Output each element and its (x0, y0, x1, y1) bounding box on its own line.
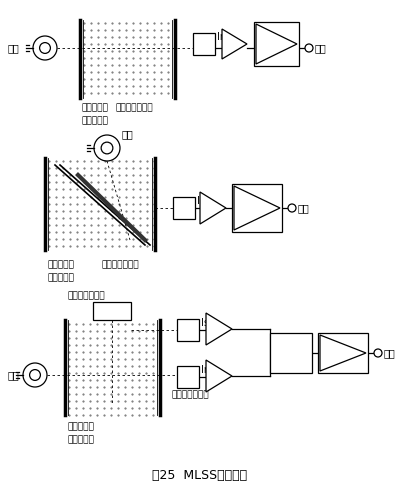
Text: 出力: 出力 (384, 348, 396, 358)
Polygon shape (222, 29, 247, 59)
Text: 汚泥混合液: 汚泥混合液 (67, 435, 94, 444)
Text: 出力: 出力 (315, 43, 327, 53)
Text: Is: Is (197, 196, 205, 206)
Circle shape (374, 349, 382, 357)
Bar (254, 22, 299, 66)
Text: 汚泥混合液: 汚泥混合液 (82, 116, 109, 125)
Text: 光源: 光源 (8, 43, 20, 53)
Polygon shape (200, 192, 226, 224)
Text: 透過光受光素子: 透過光受光素子 (116, 103, 154, 112)
Text: ばっ気槽内: ばっ気槽内 (82, 103, 109, 112)
Text: ばっ気槽内: ばっ気槽内 (67, 422, 94, 431)
Bar (193, 33, 215, 55)
Text: 光源: 光源 (122, 129, 134, 139)
Bar (232, 184, 282, 232)
Text: 図25  MLSS計の原理: 図25 MLSS計の原理 (152, 469, 247, 482)
Polygon shape (206, 360, 232, 392)
Polygon shape (206, 313, 232, 345)
Bar (177, 366, 199, 388)
Text: ばっ気槽内: ばっ気槽内 (47, 260, 74, 269)
Text: 出力: 出力 (298, 203, 310, 213)
Bar (318, 333, 368, 373)
Text: 透過光受光素子: 透過光受光素子 (172, 390, 210, 399)
Text: 散乱光受光素子: 散乱光受光素子 (102, 260, 140, 269)
Text: 光源: 光源 (8, 370, 20, 380)
Text: Ir: Ir (201, 365, 208, 375)
Bar (270, 333, 312, 373)
Bar (173, 197, 195, 219)
Text: Ir: Ir (217, 32, 224, 42)
Circle shape (288, 204, 296, 212)
Text: Is: Is (201, 318, 209, 328)
Text: Is/Ir: Is/Ir (275, 349, 293, 359)
Text: 散乱光受光素子: 散乱光受光素子 (67, 291, 105, 300)
Bar (93, 302, 131, 320)
Text: 汚泥混合液: 汚泥混合液 (47, 273, 74, 282)
Circle shape (305, 44, 313, 52)
Bar (177, 319, 199, 341)
